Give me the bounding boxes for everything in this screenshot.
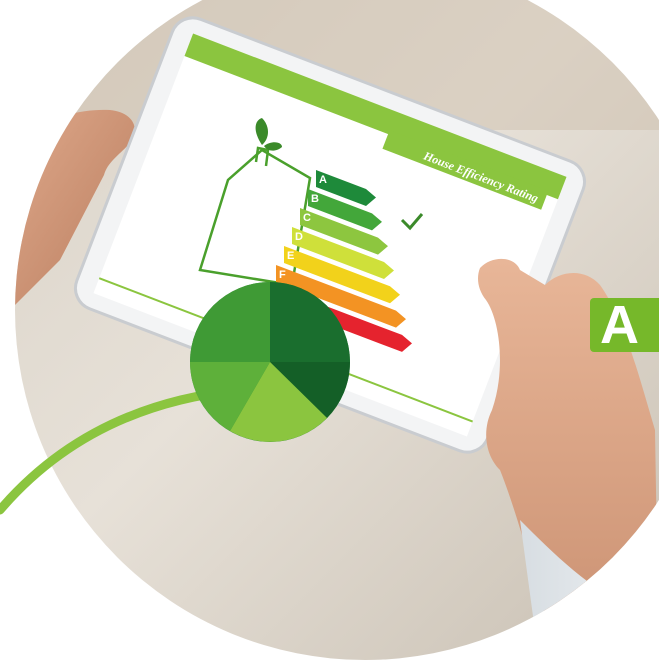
rating-letter-d: D — [295, 231, 303, 243]
rating-bar-f — [276, 265, 406, 328]
rating-letter-c: C — [303, 212, 311, 224]
rating-bar-d — [292, 227, 394, 279]
rating-bar-b — [308, 189, 382, 231]
rating-letter-b: B — [311, 193, 319, 205]
rating-badge: A — [590, 298, 659, 352]
rating-bar-e — [284, 246, 400, 304]
rating-letter-f: F — [279, 269, 286, 281]
leaf-icon — [255, 118, 282, 151]
rating-bar-a — [316, 170, 376, 206]
rating-letter-e: E — [287, 250, 294, 262]
rating-letter-a: A — [319, 174, 327, 186]
rating-scale: ABCDEFG — [268, 170, 412, 352]
rating-bar-c — [300, 208, 388, 255]
rating-badge-box — [590, 298, 659, 352]
green-pie-circle — [190, 282, 350, 442]
checkmark-icon — [400, 213, 424, 231]
rating-badge-label: A — [600, 298, 639, 352]
screen-header-bar — [184, 33, 567, 200]
